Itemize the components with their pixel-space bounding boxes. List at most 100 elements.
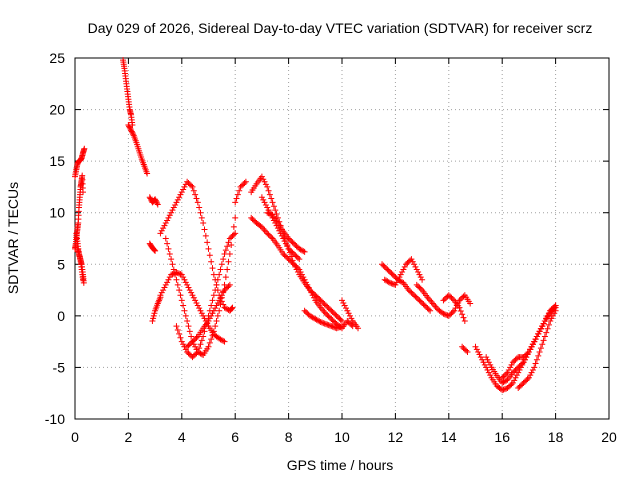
data-point <box>233 195 240 202</box>
data-point <box>157 230 164 237</box>
data-point <box>228 306 235 313</box>
data-point <box>164 279 171 286</box>
data-point <box>485 359 492 366</box>
series-seg-s <box>264 209 308 255</box>
data-point <box>280 250 287 257</box>
data-point <box>440 310 447 317</box>
data-point <box>208 302 215 309</box>
data-point <box>528 369 535 376</box>
data-point <box>487 361 494 368</box>
data-point <box>164 240 171 247</box>
data-point <box>344 318 351 325</box>
data-point <box>387 279 394 286</box>
x-tick-label: 2 <box>125 429 133 445</box>
data-point <box>261 227 268 234</box>
data-point <box>318 319 325 326</box>
data-point <box>543 315 550 322</box>
data-point <box>535 352 542 359</box>
series-seg-b <box>72 172 87 252</box>
data-point <box>388 270 395 277</box>
data-point <box>513 372 520 379</box>
data-point <box>152 197 159 204</box>
data-point <box>515 364 522 371</box>
data-point <box>154 201 161 208</box>
data-point <box>523 351 530 358</box>
data-point <box>511 357 518 364</box>
data-point <box>249 216 256 223</box>
series-seg-ab <box>483 304 559 386</box>
data-point <box>186 328 193 335</box>
data-point <box>321 301 328 308</box>
data-point <box>388 280 395 287</box>
data-point <box>539 341 546 348</box>
data-point <box>198 337 205 344</box>
data-point <box>294 254 301 261</box>
data-point <box>320 307 327 314</box>
data-point <box>176 287 183 294</box>
data-point <box>544 312 551 319</box>
data-point <box>329 308 336 315</box>
data-point <box>501 378 508 385</box>
data-point <box>443 294 450 301</box>
data-point <box>261 178 268 185</box>
data-point <box>201 226 208 233</box>
data-point <box>168 256 175 263</box>
data-point <box>257 223 264 230</box>
data-point <box>509 359 516 366</box>
data-point <box>166 250 173 257</box>
data-point <box>178 338 185 345</box>
data-point <box>218 292 225 299</box>
data-point <box>457 307 464 314</box>
data-point <box>174 270 181 277</box>
data-point <box>284 243 291 250</box>
data-point <box>330 318 337 325</box>
data-point <box>440 297 447 304</box>
data-point <box>339 318 345 325</box>
data-point <box>532 360 539 367</box>
data-point <box>173 276 180 283</box>
series-seg-i <box>149 294 164 325</box>
y-tick-label: 20 <box>49 102 65 118</box>
series-seg-t <box>301 307 345 332</box>
data-point <box>322 321 329 328</box>
data-point <box>328 315 335 322</box>
data-point <box>174 327 181 334</box>
data-point <box>265 231 272 238</box>
data-point <box>292 241 299 248</box>
x-tick-label: 6 <box>231 429 239 445</box>
data-point <box>198 214 205 221</box>
data-point <box>282 253 289 260</box>
data-point <box>150 312 157 319</box>
data-point <box>499 387 506 394</box>
data-point <box>296 256 303 263</box>
x-tick-label: 0 <box>71 429 79 445</box>
data-point <box>427 307 434 314</box>
x-tick-label: 10 <box>334 429 350 445</box>
data-point <box>301 307 308 314</box>
data-point <box>222 285 229 292</box>
x-tick-label: 18 <box>548 429 564 445</box>
data-point <box>194 199 201 206</box>
data-point <box>451 307 458 314</box>
data-point <box>213 302 220 309</box>
data-point <box>417 298 424 305</box>
data-point <box>541 318 548 325</box>
data-point <box>326 314 333 321</box>
data-point <box>391 272 398 279</box>
data-point <box>289 239 296 246</box>
data-point <box>521 378 528 385</box>
data-point <box>389 280 396 287</box>
data-point <box>551 303 558 310</box>
data-point <box>178 271 185 278</box>
data-point <box>174 281 181 288</box>
x-tick-label: 8 <box>285 429 293 445</box>
data-point <box>228 305 235 312</box>
data-point <box>149 318 156 325</box>
data-point <box>230 223 237 230</box>
data-point <box>519 381 526 388</box>
data-point <box>160 287 167 294</box>
data-point <box>399 269 406 276</box>
data-point <box>310 294 317 301</box>
data-point <box>169 207 176 214</box>
data-point <box>262 181 269 188</box>
